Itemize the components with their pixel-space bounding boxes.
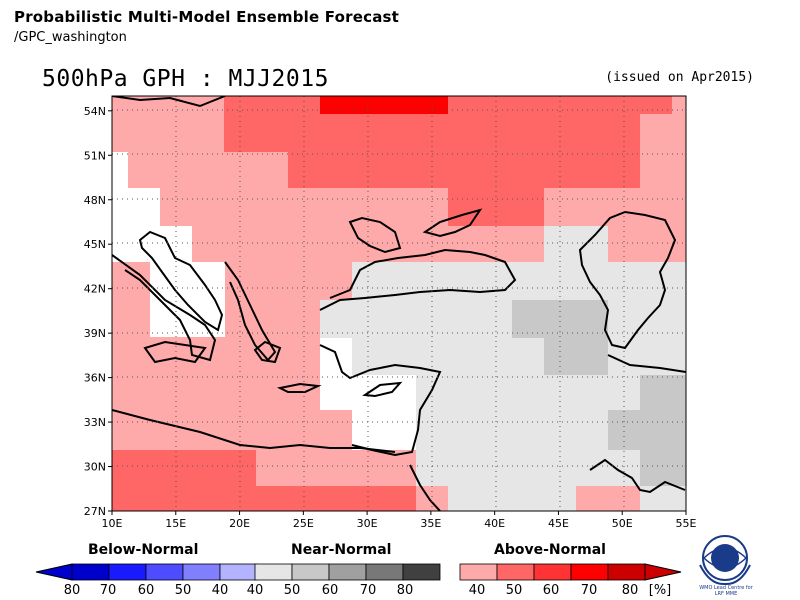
legend-swatch: [291, 563, 330, 581]
lon-tick-label: 20E: [229, 517, 250, 530]
lon-tick-label: 55E: [676, 517, 697, 530]
lon-tick-label: 30E: [357, 517, 378, 530]
legend-swatch: [182, 563, 221, 581]
lon-tick-label: 35E: [420, 517, 441, 530]
legend-above-heading: Above-Normal: [494, 542, 606, 558]
lon-tick-label: 40E: [484, 517, 505, 530]
legend-label: 50: [284, 583, 301, 598]
legend-swatch: [496, 563, 535, 581]
lat-tick-label: 27N: [84, 505, 106, 518]
lon-tick-label: 15E: [165, 517, 186, 530]
lon-tick-label: 25E: [293, 517, 314, 530]
lat-tick-label: 39N: [84, 327, 106, 340]
legend-label: 70: [581, 583, 598, 598]
lat-tick-label: 54N: [84, 105, 106, 118]
wmo-logo-icon: [699, 535, 751, 586]
legend-swatch: [402, 563, 441, 581]
map-frame: [111, 95, 687, 512]
legend-label: 50: [175, 583, 192, 598]
legend-label: 50: [506, 583, 523, 598]
wmo-logo-caption: WMO Lead Centre for LRF MME: [699, 585, 753, 597]
legend-swatch: [254, 563, 293, 581]
legend-near-heading: Near-Normal: [291, 542, 392, 558]
lat-tick-label: 45N: [84, 238, 106, 251]
legend-below-normal: 80 70 60 50 40: [35, 563, 258, 598]
lat-tick-label: 36N: [84, 372, 106, 385]
legend-label: 40: [212, 583, 229, 598]
lat-tick-label: 51N: [84, 149, 106, 162]
legend-label: 60: [138, 583, 155, 598]
legend-arrow-right: [644, 563, 682, 581]
legend-swatch: [71, 563, 110, 581]
forecast-header-title: Probabilistic Multi-Model Ensemble Forec…: [14, 8, 400, 26]
forecast-header-subtitle: /GPC_washington: [14, 30, 127, 45]
map-title: 500hPa GPH : MJJ2015: [42, 66, 329, 92]
lon-tick-label: 50E: [612, 517, 633, 530]
legend-swatch: [365, 563, 404, 581]
legend-label: 40: [247, 583, 264, 598]
legend-swatch: [328, 563, 367, 581]
legend-swatch: [533, 563, 572, 581]
lat-tick-label: 30N: [84, 461, 106, 474]
legend-label: 80: [64, 583, 81, 598]
lat-tick-label: 42N: [84, 283, 106, 296]
legend-label: 80: [397, 583, 414, 598]
legend-label: 70: [360, 583, 377, 598]
legend-near-normal: 40 50 60 70 80: [247, 563, 441, 598]
probability-field: [112, 96, 686, 511]
legend-label: [%]: [649, 583, 672, 598]
legend-label: 40: [469, 583, 486, 598]
legend-above-normal: 40 50 60 70 80 [%]: [459, 563, 682, 598]
legend-label: 60: [322, 583, 339, 598]
legend-label: 70: [100, 583, 117, 598]
legend-swatch: [459, 563, 498, 581]
longitude-ticks: 10E 15E 20E 25E 30E 35E 40E 45E 50E 55E: [102, 511, 697, 530]
legend-below-heading: Below-Normal: [88, 542, 199, 558]
lon-tick-label: 45E: [548, 517, 569, 530]
lon-tick-label: 10E: [102, 517, 123, 530]
coastlines: [112, 96, 686, 511]
latitude-ticks: 54N 51N 48N 45N 42N 39N 36N 33N 30N 27N: [84, 105, 112, 518]
legend-swatch: [145, 563, 184, 581]
legend-swatch: [219, 563, 258, 581]
lat-tick-label: 33N: [84, 416, 106, 429]
lat-tick-label: 48N: [84, 194, 106, 207]
graticule: [112, 96, 686, 511]
legend-label: 80: [622, 583, 639, 598]
legend-swatch: [570, 563, 609, 581]
legend-arrow-left: [35, 563, 73, 581]
legend-swatch: [607, 563, 646, 581]
legend-swatch: [108, 563, 147, 581]
issued-date: (issued on Apr2015): [605, 70, 754, 85]
legend-label: 60: [543, 583, 560, 598]
